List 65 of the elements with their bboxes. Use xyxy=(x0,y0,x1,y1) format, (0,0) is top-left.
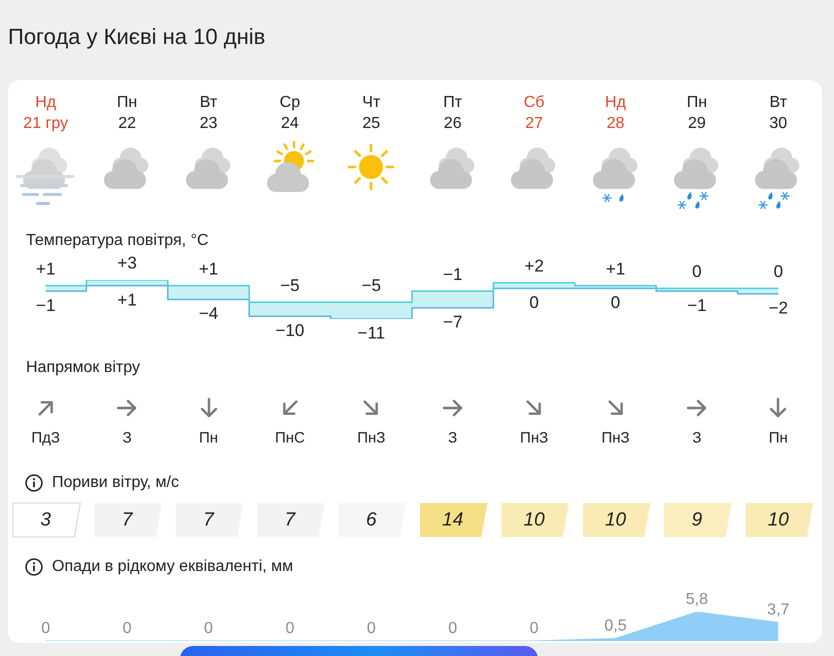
data-label: 7 xyxy=(122,509,134,530)
data-label: +3 xyxy=(117,254,137,273)
x-tick-label: Вт 30 xyxy=(769,93,788,134)
text: ПнЗ xyxy=(601,430,630,446)
data-label: −7 xyxy=(443,312,462,332)
x-tick-label: Пт 26 xyxy=(443,93,462,134)
data-label: 10 xyxy=(524,509,546,530)
text: Пн xyxy=(768,430,788,446)
x-tick-label: Вт 23 xyxy=(200,93,218,134)
data-label: −5 xyxy=(280,276,300,295)
text: З xyxy=(448,430,458,446)
data-label: 0 xyxy=(692,262,702,282)
x-tick-label: Чт 25 xyxy=(362,93,380,134)
text: ПдЗ xyxy=(31,430,60,446)
x-tick-label: Сб 27 xyxy=(524,93,544,134)
data-label: −1 xyxy=(443,264,462,284)
data-label: 6 xyxy=(366,509,378,530)
data-label: −4 xyxy=(198,304,218,324)
chart-title: Пориви вітру, м/с xyxy=(52,474,179,491)
data-label: +1 xyxy=(36,259,56,278)
data-label: 5,8 xyxy=(686,590,708,608)
data-label: 14 xyxy=(442,509,464,530)
text: Пн xyxy=(198,430,218,446)
data-label: −5 xyxy=(362,276,381,295)
chart-title: Опади в рідкому еквіваленті, мм xyxy=(52,558,294,575)
data-label: 0 xyxy=(285,620,294,637)
data-label: +1 xyxy=(606,259,626,278)
text: Напрямок вітру xyxy=(26,359,140,376)
data-label: 0 xyxy=(122,620,132,637)
data-label: −10 xyxy=(275,320,304,340)
data-label: −1 xyxy=(36,296,56,315)
chart-title: Погода у Києві на 10 днів xyxy=(8,24,266,49)
chart-subtitle: Температура повітря, °C xyxy=(26,232,209,249)
data-label: 0 xyxy=(530,620,539,637)
x-tick-label: Пн 29 xyxy=(686,93,708,134)
data-label: −11 xyxy=(358,324,386,343)
text: З xyxy=(122,430,132,446)
data-label: −1 xyxy=(687,296,707,315)
data-label: 0 xyxy=(448,620,458,637)
data-label: 0,5 xyxy=(604,617,627,634)
data-label: 9 xyxy=(692,509,703,530)
data-label: 10 xyxy=(768,509,790,530)
data-label: 3,7 xyxy=(767,601,790,618)
x-tick-label: Пн 22 xyxy=(116,93,138,134)
data-label: 0 xyxy=(529,293,539,312)
text: ПнС xyxy=(274,430,305,446)
data-label: 3 xyxy=(40,509,52,530)
x-tick-label: Нд 28 xyxy=(605,93,626,134)
data-label: 7 xyxy=(203,509,216,530)
data-label: 0 xyxy=(774,262,784,282)
data-label: 0 xyxy=(204,620,214,637)
x-tick-label: Ср 24 xyxy=(280,93,300,134)
data-label: +2 xyxy=(524,256,544,276)
data-label: 0 xyxy=(366,620,376,637)
text: ПнЗ xyxy=(520,430,548,446)
data-label: 10 xyxy=(604,509,626,530)
data-label: 0 xyxy=(610,293,620,312)
data-label: 7 xyxy=(284,509,297,530)
text: ПнЗ xyxy=(357,430,386,446)
data-label: 0 xyxy=(41,620,50,637)
x-tick-label: Нд 21 гру xyxy=(23,93,68,134)
text: З xyxy=(692,430,702,446)
data-label: +1 xyxy=(117,290,137,310)
data-label: −2 xyxy=(768,298,788,318)
data-label: +1 xyxy=(198,259,218,278)
